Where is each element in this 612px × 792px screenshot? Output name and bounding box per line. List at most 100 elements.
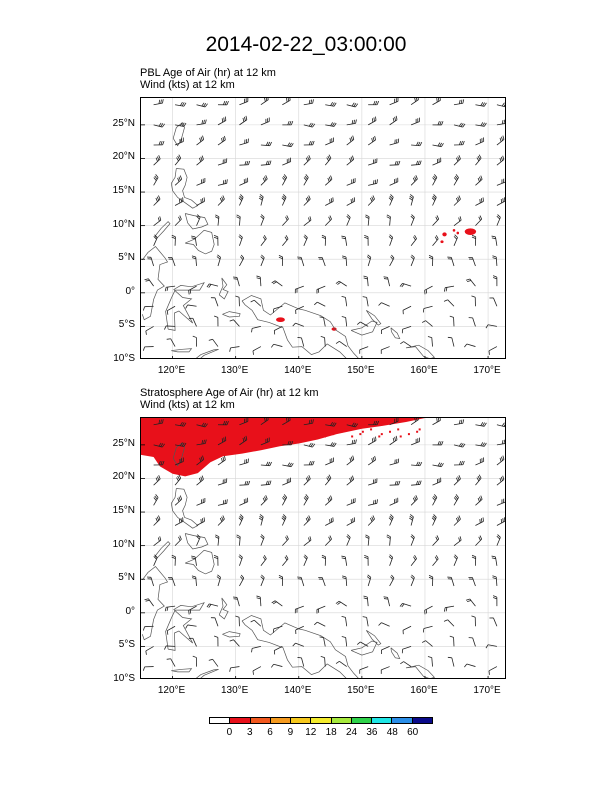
wind-barb (143, 347, 153, 351)
borneo-coast (142, 247, 167, 320)
strat-map-panel (140, 417, 506, 679)
wind-barb (168, 577, 175, 586)
wind-barb (304, 235, 308, 246)
wind-barb (390, 255, 394, 266)
wind-barb (475, 422, 486, 426)
wind-barb (261, 161, 271, 166)
wind-barb (492, 576, 496, 586)
wind-barb (282, 98, 290, 105)
colorbar-swatch (210, 718, 230, 723)
wind-barb (433, 143, 444, 147)
wind-barb (261, 495, 267, 505)
wind-barb (261, 462, 272, 466)
wind-barb (154, 174, 158, 185)
wind-barb (429, 575, 433, 586)
wind-barb (192, 256, 197, 266)
wind-barb (381, 326, 389, 334)
wind-barb (325, 122, 336, 126)
pbl-lon-label: 130°E (215, 365, 255, 376)
colorbar-label: 24 (342, 727, 362, 738)
timor-coast (194, 669, 219, 679)
wind-barb (314, 302, 325, 306)
wind-barb (390, 139, 399, 145)
wind-barb (145, 599, 154, 606)
wind-barb (390, 481, 400, 485)
wind-barb (274, 646, 282, 654)
wind-barb (233, 597, 239, 606)
solomon-coast (406, 665, 434, 679)
wind-barb (147, 577, 154, 586)
wind-barb (304, 536, 311, 545)
wind-barb (230, 320, 240, 327)
wind-barb (154, 216, 161, 225)
wind-barb (464, 344, 475, 347)
wind-barb (368, 117, 376, 125)
wind-barb (475, 475, 481, 485)
wind-barb (342, 576, 347, 586)
wind-barb (282, 514, 286, 525)
wind-barb (154, 515, 160, 525)
wind-barb (390, 498, 398, 506)
wind-barb (471, 296, 475, 306)
wind-barb (209, 339, 218, 346)
wind-barb (282, 121, 292, 125)
wind-barb (168, 257, 175, 266)
wind-barb (466, 599, 475, 606)
wind-barb (475, 102, 486, 106)
stratosphere-age-speck (359, 433, 361, 435)
wind-barb (253, 667, 261, 675)
wind-barb (379, 623, 390, 627)
wind-barb (197, 197, 205, 205)
wind-barb (164, 326, 175, 330)
sulawesi-coast (166, 283, 205, 331)
wind-barb (251, 620, 261, 626)
wind-barb (304, 461, 314, 465)
colorbar-labels: 0 3 6 9 12 18 24 36 48 60 (0, 727, 612, 741)
stratosphere-age-speck (362, 431, 364, 433)
wind-barb (218, 101, 228, 105)
wind-barb (381, 347, 389, 354)
wind-barb (325, 442, 336, 446)
wind-barb (325, 496, 332, 506)
wind-barb (296, 306, 304, 314)
wind-barb (230, 347, 240, 352)
wind-barb (411, 255, 415, 266)
colorbar-label: 0 (219, 727, 239, 738)
wind-barb (321, 336, 325, 346)
strat-lat-label: 5°S (101, 639, 135, 650)
stratosphere-age-speck (378, 435, 380, 437)
wind-barb (143, 667, 153, 671)
wind-barb (282, 478, 290, 485)
wind-barb (304, 196, 310, 206)
wind-barb (325, 216, 331, 226)
main-title: 2014-02-22_03:00:00 (0, 33, 612, 57)
wind-barb (154, 141, 164, 145)
wind-barb (154, 475, 161, 485)
colorbar-label: 6 (260, 727, 280, 738)
wind-barb (390, 161, 400, 165)
wind-barb (347, 103, 358, 107)
wind-barb (497, 476, 504, 485)
wind-barb (347, 535, 351, 546)
wind-barb (341, 556, 346, 566)
wind-barb (282, 158, 290, 165)
wind-barb (489, 298, 496, 306)
wind-barb (261, 481, 271, 486)
bougainville-coast (391, 648, 400, 659)
wind-barb (218, 196, 224, 206)
wind-barb (403, 626, 411, 634)
wind-barb (341, 236, 346, 246)
wind-barb (239, 194, 243, 205)
wind-barb (317, 606, 325, 613)
wind-barb (454, 141, 464, 145)
wind-barb (214, 316, 218, 326)
wind-barb (186, 625, 197, 628)
colorbar-label: 36 (362, 727, 382, 738)
wind-barb (454, 461, 464, 465)
wind-barb (403, 306, 411, 314)
colorbar (209, 717, 433, 724)
wind-barb (347, 156, 354, 166)
wind-barb (193, 656, 197, 666)
wind-barb (422, 641, 432, 647)
palawan-coast (155, 542, 170, 558)
